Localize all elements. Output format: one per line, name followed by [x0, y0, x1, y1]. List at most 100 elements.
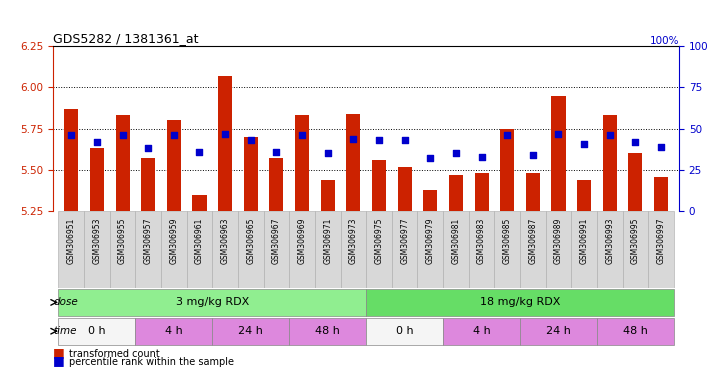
FancyBboxPatch shape	[213, 211, 238, 288]
Point	[450, 150, 461, 157]
Bar	[449, 175, 463, 211]
Bar	[526, 173, 540, 211]
Text: GSM306955: GSM306955	[118, 217, 127, 264]
Text: GSM306951: GSM306951	[67, 217, 76, 264]
FancyBboxPatch shape	[366, 318, 443, 345]
Point	[117, 132, 128, 138]
Bar	[64, 109, 78, 211]
FancyBboxPatch shape	[366, 289, 674, 316]
Text: GSM306967: GSM306967	[272, 217, 281, 264]
Text: ■: ■	[53, 354, 65, 367]
FancyBboxPatch shape	[213, 318, 289, 345]
Bar	[269, 158, 284, 211]
Text: GSM306979: GSM306979	[426, 217, 434, 264]
Point	[373, 137, 385, 143]
Text: GSM306987: GSM306987	[528, 217, 538, 264]
Text: GDS5282 / 1381361_at: GDS5282 / 1381361_at	[53, 32, 199, 45]
FancyBboxPatch shape	[315, 211, 341, 288]
Text: 0 h: 0 h	[396, 326, 413, 336]
FancyBboxPatch shape	[289, 318, 366, 345]
FancyBboxPatch shape	[341, 211, 366, 288]
Bar	[629, 153, 643, 211]
FancyBboxPatch shape	[264, 211, 289, 288]
Point	[552, 131, 564, 137]
Point	[142, 146, 154, 152]
Bar	[423, 190, 437, 211]
Text: GSM306993: GSM306993	[605, 217, 614, 264]
Text: GSM306981: GSM306981	[451, 217, 461, 263]
Bar	[244, 137, 258, 211]
Bar	[167, 120, 181, 211]
FancyBboxPatch shape	[469, 211, 494, 288]
Text: GSM306975: GSM306975	[375, 217, 383, 264]
Point	[424, 155, 436, 161]
Text: GSM306963: GSM306963	[220, 217, 230, 264]
Text: 100%: 100%	[650, 36, 679, 46]
Point	[656, 144, 667, 150]
FancyBboxPatch shape	[417, 211, 443, 288]
FancyBboxPatch shape	[366, 211, 392, 288]
Text: GSM306969: GSM306969	[298, 217, 306, 264]
Bar	[90, 149, 104, 211]
Point	[169, 132, 180, 138]
FancyBboxPatch shape	[135, 318, 213, 345]
Bar	[397, 167, 412, 211]
FancyBboxPatch shape	[572, 211, 597, 288]
Point	[65, 132, 77, 138]
Bar	[577, 180, 591, 211]
Text: dose: dose	[53, 297, 78, 308]
Bar	[603, 116, 617, 211]
Bar	[500, 129, 514, 211]
Point	[630, 139, 641, 145]
Point	[296, 132, 308, 138]
FancyBboxPatch shape	[597, 318, 674, 345]
Point	[220, 131, 231, 137]
FancyBboxPatch shape	[392, 211, 417, 288]
Bar	[654, 177, 668, 211]
Point	[579, 141, 590, 147]
Bar	[372, 160, 386, 211]
FancyBboxPatch shape	[597, 211, 623, 288]
Text: 18 mg/kg RDX: 18 mg/kg RDX	[480, 297, 560, 308]
Text: 48 h: 48 h	[315, 326, 340, 336]
Text: percentile rank within the sample: percentile rank within the sample	[69, 358, 234, 367]
Text: GSM306965: GSM306965	[246, 217, 255, 264]
Point	[348, 136, 359, 142]
Point	[604, 132, 616, 138]
Bar	[474, 173, 488, 211]
FancyBboxPatch shape	[58, 289, 366, 316]
FancyBboxPatch shape	[520, 318, 597, 345]
Text: GSM306991: GSM306991	[579, 217, 589, 264]
FancyBboxPatch shape	[238, 211, 264, 288]
FancyBboxPatch shape	[135, 211, 161, 288]
FancyBboxPatch shape	[545, 211, 572, 288]
Text: ■: ■	[53, 346, 65, 359]
Text: 24 h: 24 h	[546, 326, 571, 336]
Bar	[141, 158, 155, 211]
FancyBboxPatch shape	[443, 211, 469, 288]
Text: GSM306985: GSM306985	[503, 217, 512, 264]
Point	[501, 132, 513, 138]
FancyBboxPatch shape	[289, 211, 315, 288]
Point	[91, 139, 102, 145]
Text: GSM306961: GSM306961	[195, 217, 204, 264]
Point	[527, 152, 538, 158]
Text: GSM306957: GSM306957	[144, 217, 153, 264]
Text: GSM306959: GSM306959	[169, 217, 178, 264]
FancyBboxPatch shape	[443, 318, 520, 345]
Text: GSM306989: GSM306989	[554, 217, 563, 264]
Text: 24 h: 24 h	[238, 326, 263, 336]
Point	[322, 150, 333, 157]
Text: GSM306997: GSM306997	[656, 217, 665, 264]
Text: GSM306995: GSM306995	[631, 217, 640, 264]
FancyBboxPatch shape	[161, 211, 187, 288]
Bar	[321, 180, 335, 211]
FancyBboxPatch shape	[623, 211, 648, 288]
Text: GSM306983: GSM306983	[477, 217, 486, 264]
Text: GSM306971: GSM306971	[324, 217, 332, 264]
FancyBboxPatch shape	[58, 211, 84, 288]
FancyBboxPatch shape	[494, 211, 520, 288]
Point	[476, 154, 487, 160]
Text: transformed count: transformed count	[69, 349, 160, 359]
FancyBboxPatch shape	[84, 211, 109, 288]
